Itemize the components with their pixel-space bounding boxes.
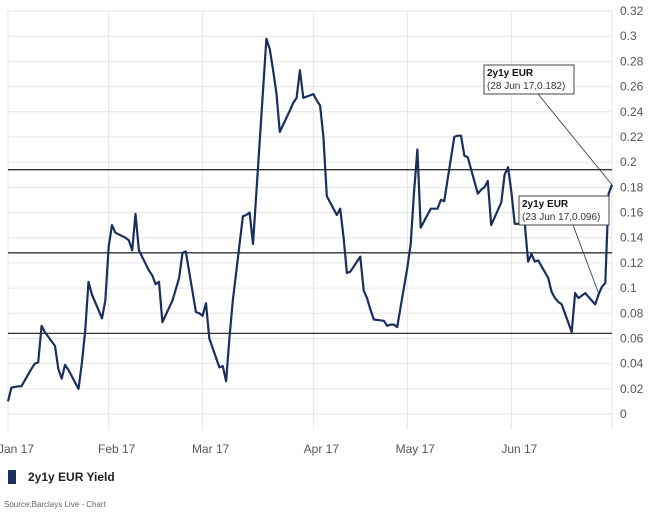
y-tick-label: 0.26: [620, 80, 644, 94]
callout-value: (23 Jun 17,0.096): [522, 212, 600, 223]
y-tick-label: 0: [620, 407, 627, 421]
y-tick-label: 0.04: [620, 357, 644, 371]
y-tick-label: 0.2: [620, 155, 637, 169]
annotation-callout: 2y1y EUR (28 Jun 17,0.182): [483, 64, 613, 186]
y-tick-label: 0.3: [620, 29, 637, 43]
y-tick-label: 0.06: [620, 331, 644, 345]
x-tick-label: May 17: [396, 442, 436, 456]
y-tick-label: 0.16: [620, 206, 644, 220]
x-tick-label: Feb 17: [98, 442, 136, 456]
line-chart: 0 0.02 0.04 0.06 0.08 0.1 0.12 0.14 0.16 0.18 0.2 0…: [0, 4, 644, 456]
legend-label: 2y1y EUR Yield: [28, 470, 115, 484]
series-line-2y1y-eur-yield: [6, 37, 614, 402]
callout-value: (28 Jun 17,0.182): [487, 81, 565, 92]
annotations: 2y1y EUR (28 Jun 17,0.182) 2y1y EUR (23 Jun…: [483, 64, 613, 294]
callout-box: [518, 195, 610, 226]
legend-swatch: [8, 470, 16, 484]
x-axis: Jan 17 Feb 17 Mar 17 Apr 17 May 17 Jun 17: [0, 442, 538, 456]
x-tick-label: Jan 17: [0, 442, 34, 456]
y-tick-label: 0.22: [620, 130, 644, 144]
callout-leader: [572, 224, 599, 294]
legend: 2y1y EUR Yield: [8, 470, 115, 484]
x-tick-label: Jun 17: [501, 442, 537, 456]
x-tick-label: Mar 17: [192, 442, 230, 456]
y-tick-label: 0.12: [620, 256, 644, 270]
callout-leader: [537, 93, 613, 186]
y-axis: 0 0.02 0.04 0.06 0.08 0.1 0.12 0.14 0.16 0.18 0.2 0…: [620, 4, 644, 421]
y-tick-label: 0.28: [620, 54, 644, 68]
x-tick-label: Apr 17: [304, 442, 340, 456]
y-tick-label: 0.08: [620, 306, 644, 320]
y-tick-label: 0.14: [620, 231, 644, 245]
y-tick-label: 0.1: [620, 281, 637, 295]
y-tick-label: 0.18: [620, 180, 644, 194]
y-tick-label: 0.32: [620, 4, 644, 18]
y-tick-label: 0.24: [620, 105, 644, 119]
callout-title: 2y1y EUR: [487, 68, 534, 79]
callout-box: [483, 64, 575, 95]
annotation-callout: 2y1y EUR (23 Jun 17,0.096): [518, 195, 610, 294]
y-tick-label: 0.02: [620, 382, 644, 396]
source-note: Source:Barclays Live - Chart: [4, 500, 106, 509]
callout-title: 2y1y EUR: [522, 199, 569, 210]
